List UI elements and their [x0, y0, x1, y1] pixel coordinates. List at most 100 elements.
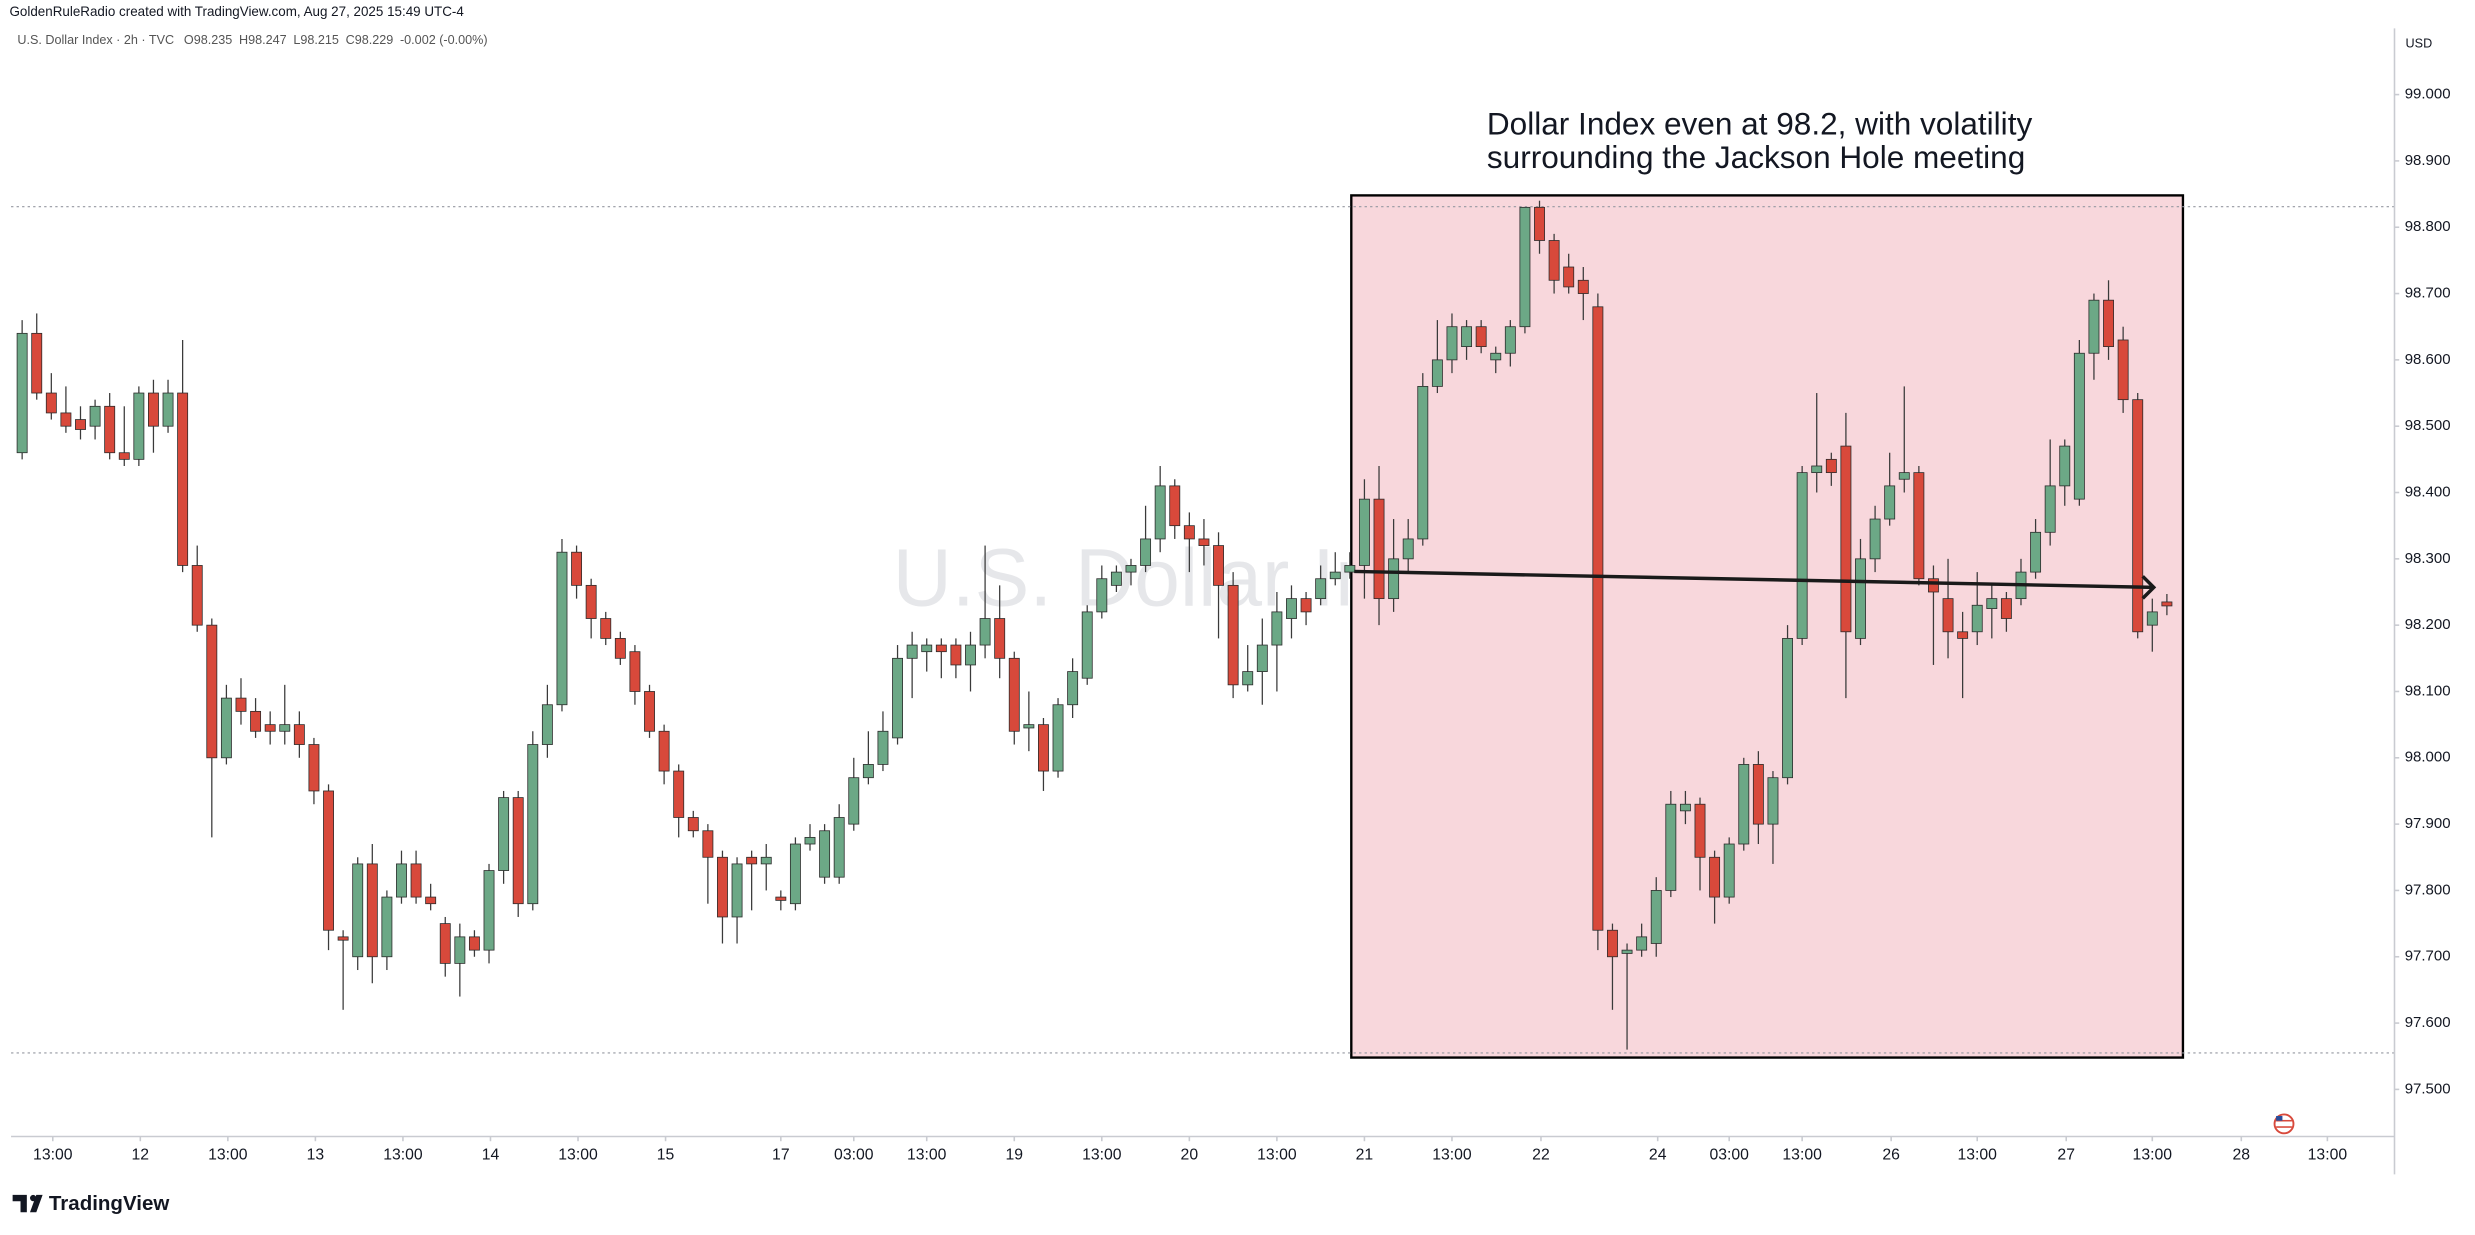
candle-body-up [1081, 611, 1093, 679]
candle-body-up [498, 797, 510, 871]
candle-body-up [2088, 299, 2100, 354]
candle-body-up [1665, 803, 1677, 891]
candle-body-up [1884, 485, 1896, 520]
candle-body-up [862, 764, 874, 779]
candle-body-down [673, 770, 685, 818]
candle-body-up [833, 817, 845, 878]
candle-body-up [16, 332, 28, 454]
candle-body-up [279, 724, 291, 732]
candle-body-up [454, 936, 466, 964]
candle-body-down [1373, 498, 1385, 600]
y-tick-label: 98.000 [2405, 749, 2451, 766]
candle-body-down [629, 651, 641, 692]
x-tick-label: 26 [1882, 1147, 1900, 1164]
candle-body-down [1942, 598, 1954, 633]
candle-body-down [512, 797, 524, 905]
candle-body-down [1038, 724, 1049, 772]
annotation-text: Dollar Index even at 98.2, with volatili… [1487, 106, 2033, 142]
x-tick-label: 03:00 [1709, 1147, 1749, 1164]
candle-body-up [2146, 611, 2158, 626]
annotation-text: surrounding the Jackson Hole meeting [1487, 139, 2025, 175]
candle-body-up [2030, 531, 2042, 573]
candle-body-down [1752, 764, 1764, 825]
y-tick-label: 97.600 [2405, 1014, 2451, 1031]
candle-body-down [717, 856, 728, 918]
flag-icon [2273, 1113, 2295, 1135]
candle-body-down [264, 724, 276, 732]
candle-body-down [425, 896, 437, 905]
candle-body-up [819, 830, 831, 878]
candle-body-up [731, 863, 743, 918]
candle-body-up [1446, 326, 1458, 361]
candle-body-down [571, 551, 583, 586]
candle-body-down [746, 856, 758, 865]
candle-body-up [965, 644, 976, 666]
x-tick-label: 13:00 [907, 1147, 947, 1164]
candle-body-down [950, 644, 962, 666]
candle-body-down [31, 332, 43, 394]
x-tick-label: 17 [772, 1147, 790, 1164]
candle-body-down [702, 830, 714, 858]
candle-body-up [352, 863, 364, 958]
candle-body-up [89, 405, 101, 427]
candle-body-up [1869, 518, 1881, 560]
main-layer: 97.500 97.600 97.700 97.800 97.900 98.000 98.1… [16, 86, 2451, 1164]
candle-body-down [337, 936, 349, 941]
candle-body-down [1300, 598, 1312, 613]
candle-body-up [1067, 671, 1079, 706]
x-tick-label: 27 [2057, 1147, 2075, 1164]
x-tick-label: 03:00 [834, 1147, 874, 1164]
candle-body-down [1227, 584, 1239, 686]
y-tick-label: 98.600 [2405, 351, 2451, 368]
candle-body-up [1461, 326, 1473, 348]
candle-body-down [60, 412, 72, 427]
candle-body-down [585, 584, 597, 619]
y-tick-label: 98.500 [2405, 417, 2451, 434]
y-tick-label: 98.800 [2405, 218, 2451, 235]
candle-body-down [1607, 929, 1618, 958]
trend-arrow [1354, 569, 2154, 590]
candle-body-down [1577, 279, 1589, 294]
candle-body-down [2117, 339, 2129, 401]
candle-body-up [556, 551, 568, 706]
candle-body-up [2073, 352, 2085, 500]
candle-body-up [541, 704, 553, 745]
x-tick-label: 20 [1181, 1147, 1199, 1164]
candle-body-down [118, 452, 130, 460]
candle-body-up [1315, 578, 1327, 600]
candle-body-down [1548, 240, 1560, 281]
candle-body-up [1738, 764, 1750, 845]
legend-open: O98.235 [184, 33, 232, 47]
x-tick-label: 21 [1356, 1147, 1374, 1164]
candle-body-down [308, 744, 320, 792]
candle-body-up [789, 843, 801, 905]
candle-body-up [1431, 359, 1443, 387]
candle-body-down [614, 638, 626, 659]
candle-body-up [1855, 558, 1866, 639]
y-tick-label: 98.700 [2405, 285, 2451, 302]
candle-body-down [148, 392, 159, 427]
candle-body-up [1767, 777, 1779, 825]
y-tick-label: 98.100 [2405, 682, 2451, 699]
candle-body-down [191, 565, 203, 626]
legend-low: L98.215 [293, 33, 339, 47]
candle-body-up [1402, 538, 1414, 560]
y-tick-label: 97.800 [2405, 881, 2451, 898]
y-tick-label: 97.500 [2405, 1080, 2451, 1097]
candle-body-down [1198, 538, 1210, 546]
y-tick-label: 98.200 [2405, 616, 2451, 633]
y-tick-label: 99.000 [2405, 86, 2451, 103]
candle-body-up [1256, 644, 1268, 672]
currency-label: USD [2406, 37, 2433, 51]
candle-body-up [1519, 206, 1531, 328]
candle-body-up [1504, 326, 1516, 354]
candle-body-down [1213, 545, 1224, 586]
candle-body-down [2000, 598, 2012, 619]
candle-body-down [2161, 601, 2173, 607]
candle-body-down [994, 618, 1006, 659]
candle-body-up [848, 777, 860, 825]
candle-body-up [906, 644, 918, 659]
candle-body-up [1811, 465, 1823, 474]
brand-name: TradingView [49, 1192, 169, 1215]
candle-body-up [1490, 352, 1502, 361]
